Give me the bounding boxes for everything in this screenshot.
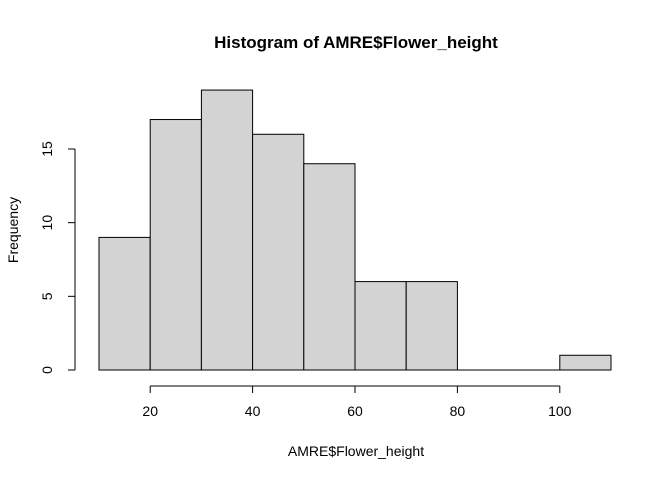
histogram-bar-5 xyxy=(303,163,356,371)
x-tick-label: 100 xyxy=(548,403,572,419)
histogram-bar-4 xyxy=(252,133,305,371)
x-axis-title: AMRE$Flower_height xyxy=(288,443,424,459)
histogram-bar-1 xyxy=(98,236,151,371)
y-tick-label: 10 xyxy=(39,215,55,231)
x-tick-label: 20 xyxy=(142,403,158,419)
y-tick-label: 5 xyxy=(39,292,55,300)
histogram-bar-3 xyxy=(200,89,254,371)
x-axis: 20 40 60 80 100 xyxy=(142,385,572,419)
chart-title: Histogram of AMRE$Flower_height xyxy=(214,33,498,52)
x-tick-label: 40 xyxy=(245,403,261,419)
y-axis: 0 5 10 15 xyxy=(39,141,76,374)
y-axis-title: Frequency xyxy=(5,197,21,263)
histogram-bar-10 xyxy=(559,354,612,371)
histogram-bar-6 xyxy=(354,281,407,371)
x-tick-label: 60 xyxy=(347,403,363,419)
bars-group xyxy=(98,89,612,371)
y-tick-label: 15 xyxy=(39,141,55,157)
histogram-bar-2 xyxy=(149,119,202,371)
x-tick-label: 80 xyxy=(450,403,466,419)
histogram-bar-7 xyxy=(405,281,458,371)
y-tick-label: 0 xyxy=(39,366,55,374)
